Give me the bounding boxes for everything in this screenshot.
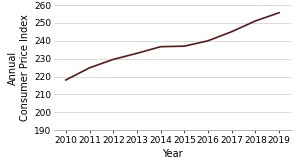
X-axis label: Year: Year [162,149,183,159]
Y-axis label: Annual
Consumer Price Index: Annual Consumer Price Index [8,14,30,121]
